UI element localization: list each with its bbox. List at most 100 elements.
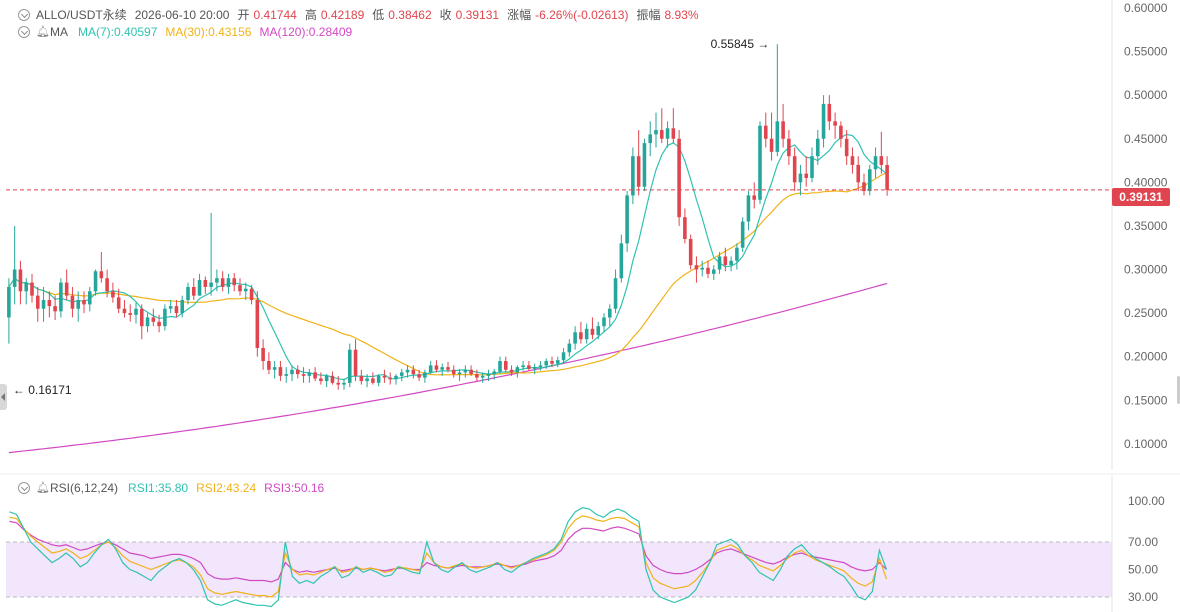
- candle: [428, 361, 433, 375]
- candle: [307, 368, 312, 383]
- candle: [7, 278, 11, 344]
- candle: [157, 314, 161, 333]
- candle-body: [735, 247, 739, 261]
- candle-body: [411, 369, 416, 375]
- candle-body: [394, 375, 398, 380]
- bell-icon[interactable]: 🔔︎: [36, 26, 50, 38]
- candle-body: [342, 382, 346, 385]
- ma-legend-label: MA: [50, 25, 68, 39]
- chevron-down-icon[interactable]: [18, 26, 30, 38]
- candle-body: [53, 306, 57, 312]
- candle: [527, 361, 531, 371]
- candle: [93, 269, 98, 296]
- candle-body: [284, 374, 289, 376]
- candle-body: [457, 372, 462, 375]
- candle-body: [879, 156, 884, 165]
- candle-body: [706, 267, 710, 274]
- high-annotation: 0.55845 →: [711, 37, 770, 51]
- candle: [503, 356, 508, 373]
- price-tick-label: 0.40000: [1124, 175, 1168, 189]
- candle: [290, 365, 294, 382]
- current-price-tag: 0.39131: [1112, 188, 1170, 206]
- candle: [451, 365, 456, 378]
- candle: [619, 234, 624, 283]
- candle: [659, 108, 664, 144]
- candle: [821, 95, 826, 148]
- candle: [492, 368, 497, 380]
- candle-body: [347, 349, 352, 383]
- candle-body: [290, 369, 294, 375]
- candle-body: [527, 365, 531, 369]
- candle: [515, 365, 520, 378]
- candle: [388, 372, 393, 385]
- candle-body: [787, 138, 791, 157]
- candle-body: [885, 164, 889, 190]
- candle: [59, 278, 63, 318]
- candle-body: [538, 365, 543, 368]
- candle: [862, 173, 866, 196]
- chevron-down-icon[interactable]: [18, 482, 30, 494]
- candle: [856, 156, 861, 192]
- candle: [839, 121, 843, 148]
- candle: [226, 273, 231, 294]
- candle: [446, 361, 450, 373]
- collapse-panel-handle[interactable]: [0, 384, 7, 410]
- candle-body: [371, 378, 375, 383]
- candle-body: [509, 369, 514, 373]
- candle: [729, 256, 733, 272]
- candle: [636, 130, 641, 196]
- price-tick-label: 0.50000: [1124, 88, 1168, 102]
- candle-body: [428, 365, 433, 373]
- price-axis: 0.60000 0.55000 0.50000 0.45000 0.40000 0.350…: [1124, 1, 1168, 451]
- scrollbar[interactable]: [1177, 376, 1180, 404]
- candle: [815, 130, 820, 165]
- candle: [232, 272, 237, 292]
- ma-lines: [8, 133, 888, 454]
- price-tick-label: 0.60000: [1124, 1, 1168, 15]
- candle-body: [856, 164, 861, 183]
- rsi2-legend: RSI2:43.24: [196, 481, 257, 495]
- candle: [18, 260, 23, 305]
- candle: [238, 278, 242, 296]
- candle: [215, 269, 219, 292]
- candle-body: [382, 375, 387, 378]
- candle-body: [532, 367, 537, 369]
- candle: [873, 147, 878, 178]
- price-tick-label: 0.45000: [1124, 132, 1168, 146]
- candle: [688, 234, 693, 270]
- bell-icon[interactable]: 🔔︎: [36, 482, 50, 494]
- high-label: 高: [304, 8, 317, 22]
- ma30-line: [8, 171, 888, 376]
- ma120-line: [8, 282, 888, 454]
- candle: [711, 265, 716, 280]
- candle: [538, 361, 543, 371]
- candle: [746, 191, 751, 231]
- candle: [844, 130, 849, 165]
- candle-body: [151, 317, 156, 322]
- amplitude-value: 8.93%: [664, 7, 699, 22]
- candle: [301, 367, 306, 383]
- candle-body: [122, 308, 127, 314]
- price-tick-label: 0.15000: [1124, 393, 1168, 407]
- candle-body: [336, 382, 341, 385]
- candle-body: [550, 361, 554, 364]
- candle-body: [486, 374, 491, 376]
- chevron-down-icon[interactable]: [18, 8, 30, 21]
- candle-body: [139, 308, 144, 327]
- candle-body: [862, 182, 866, 192]
- candle-body: [35, 295, 40, 309]
- candle: [163, 304, 167, 331]
- rsi3-legend: RSI3:50.16: [264, 481, 325, 495]
- candles: [7, 44, 889, 390]
- candle-body: [804, 173, 809, 178]
- price-tick-label: 0.35000: [1124, 219, 1168, 233]
- candle-body: [278, 367, 283, 376]
- candle: [145, 313, 150, 333]
- candle: [319, 372, 323, 385]
- candle-body: [798, 173, 803, 183]
- candle-body: [763, 125, 768, 139]
- candle-body: [619, 243, 624, 279]
- candle: [41, 286, 46, 322]
- candle: [677, 130, 681, 226]
